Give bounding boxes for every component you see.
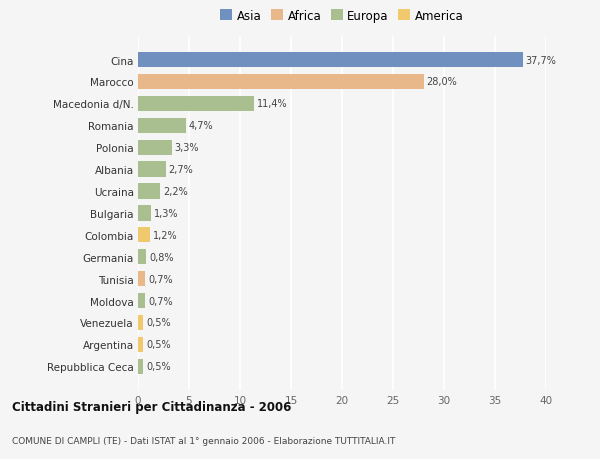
Bar xyxy=(138,184,160,199)
Text: Cittadini Stranieri per Cittadinanza - 2006: Cittadini Stranieri per Cittadinanza - 2… xyxy=(12,400,292,413)
Legend: Asia, Africa, Europa, America: Asia, Africa, Europa, America xyxy=(218,7,466,25)
Bar xyxy=(138,359,143,374)
Text: 1,3%: 1,3% xyxy=(154,208,179,218)
Text: 2,7%: 2,7% xyxy=(169,165,193,175)
Bar xyxy=(138,96,254,112)
Bar xyxy=(138,118,186,134)
Bar xyxy=(138,206,151,221)
Text: 28,0%: 28,0% xyxy=(427,77,457,87)
Bar xyxy=(138,337,143,352)
Text: COMUNE DI CAMPLI (TE) - Dati ISTAT al 1° gennaio 2006 - Elaborazione TUTTITALIA.: COMUNE DI CAMPLI (TE) - Dati ISTAT al 1°… xyxy=(12,436,395,445)
Text: 0,5%: 0,5% xyxy=(146,340,171,350)
Text: 0,7%: 0,7% xyxy=(148,274,173,284)
Text: 4,7%: 4,7% xyxy=(189,121,214,131)
Bar xyxy=(138,315,143,330)
Bar xyxy=(138,228,150,243)
Bar xyxy=(138,293,145,308)
Text: 0,5%: 0,5% xyxy=(146,361,171,371)
Text: 37,7%: 37,7% xyxy=(526,56,556,66)
Bar xyxy=(138,75,424,90)
Text: 3,3%: 3,3% xyxy=(175,143,199,153)
Text: 0,7%: 0,7% xyxy=(148,296,173,306)
Bar xyxy=(138,250,146,265)
Text: 0,8%: 0,8% xyxy=(149,252,174,262)
Bar xyxy=(138,162,166,177)
Text: 11,4%: 11,4% xyxy=(257,99,288,109)
Text: 2,2%: 2,2% xyxy=(163,187,188,196)
Text: 0,5%: 0,5% xyxy=(146,318,171,328)
Text: 1,2%: 1,2% xyxy=(154,230,178,240)
Bar xyxy=(138,271,145,287)
Bar xyxy=(138,140,172,156)
Bar xyxy=(138,53,523,68)
